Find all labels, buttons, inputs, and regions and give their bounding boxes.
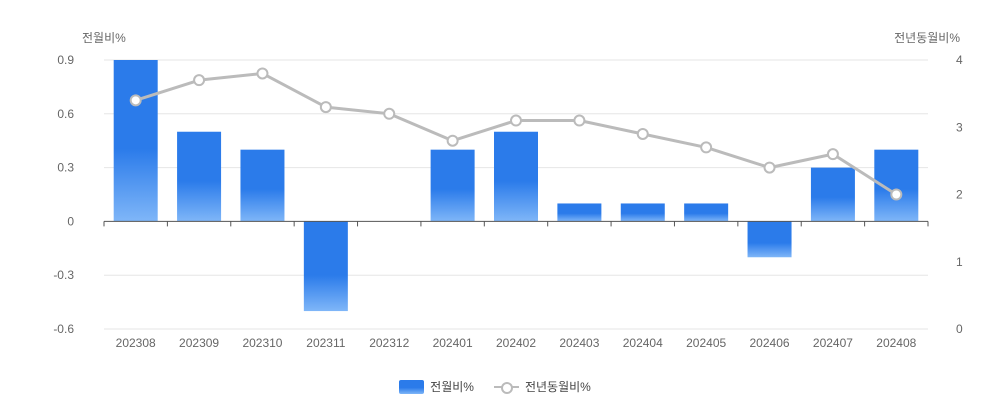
right-tick-label: 1 bbox=[956, 255, 963, 269]
bar-202405[interactable] bbox=[684, 203, 729, 222]
x-category-label: 202405 bbox=[686, 336, 726, 350]
left-tick-label: 0.9 bbox=[57, 53, 74, 67]
x-category-label: 202310 bbox=[242, 336, 282, 350]
line-point-202311[interactable] bbox=[319, 101, 332, 114]
legend-line-swatch bbox=[493, 380, 519, 394]
x-category-label: 202407 bbox=[813, 336, 853, 350]
x-category-label: 202406 bbox=[750, 336, 790, 350]
x-category-label: 202311 bbox=[306, 336, 345, 350]
bar-202401[interactable] bbox=[430, 149, 475, 222]
right-tick-label: 0 bbox=[956, 322, 963, 336]
line-point-202407[interactable] bbox=[826, 148, 839, 161]
x-category-label: 202308 bbox=[116, 336, 156, 350]
bar-202311[interactable] bbox=[303, 221, 348, 312]
right-tick-label: 2 bbox=[956, 188, 963, 202]
left-tick-label: 0 bbox=[67, 214, 74, 228]
bar-202308[interactable] bbox=[113, 60, 158, 222]
legend-bar-swatch bbox=[399, 379, 425, 394]
x-category-label: 202312 bbox=[369, 336, 409, 350]
x-category-label: 202404 bbox=[623, 336, 663, 350]
left-tick-label: -0.3 bbox=[53, 268, 74, 282]
right-tick-label: 4 bbox=[956, 53, 963, 67]
line-point-202403[interactable] bbox=[573, 114, 586, 127]
left-axis-title: 전월비% bbox=[82, 31, 126, 45]
legend-item-line[interactable]: 전년동월비% bbox=[493, 378, 591, 395]
line-point-202404[interactable] bbox=[636, 127, 649, 140]
bar-202406[interactable] bbox=[747, 221, 792, 258]
legend: 전월비% 전년동월비% bbox=[0, 378, 990, 395]
bar-202404[interactable] bbox=[620, 203, 665, 222]
legend-line-label: 전년동월비% bbox=[524, 380, 591, 394]
x-category-label: 202403 bbox=[559, 336, 599, 350]
bar-202309[interactable] bbox=[177, 131, 222, 222]
bar-202402[interactable] bbox=[494, 131, 538, 222]
line-point-202405[interactable] bbox=[700, 141, 713, 154]
line-point-202402[interactable] bbox=[510, 114, 522, 127]
x-category-label: 202408 bbox=[876, 336, 916, 350]
line-point-202401[interactable] bbox=[446, 134, 459, 147]
line-series bbox=[129, 67, 903, 201]
right-tick-label: 3 bbox=[956, 120, 963, 134]
bar-202403[interactable] bbox=[557, 203, 602, 222]
line-point-202408[interactable] bbox=[890, 188, 903, 201]
x-category-label: 202401 bbox=[433, 336, 473, 350]
x-category-label: 202402 bbox=[496, 336, 536, 350]
bar-series bbox=[113, 60, 919, 312]
legend-bar-label: 전월비% bbox=[430, 380, 474, 394]
axes: 0.9 0.6 0.3 0 -0.3 -0.6 4 3 2 1 0 202308 202309 20231… bbox=[53, 53, 963, 350]
left-tick-label: -0.6 bbox=[53, 322, 74, 336]
left-tick-label: 0.6 bbox=[57, 107, 74, 121]
bar-202407[interactable] bbox=[810, 167, 855, 222]
combo-chart: 0.9 0.6 0.3 0 -0.3 -0.6 4 3 2 1 0 202308 202309 20231… bbox=[53, 31, 963, 350]
line-point-202312[interactable] bbox=[383, 107, 396, 120]
line-point-202308[interactable] bbox=[129, 94, 142, 107]
line-point-202406[interactable] bbox=[763, 161, 776, 174]
bar-202310[interactable] bbox=[240, 149, 285, 222]
line-point-202309[interactable] bbox=[193, 74, 206, 87]
x-category-label: 202309 bbox=[179, 336, 219, 350]
right-axis-title: 전년동월비% bbox=[894, 31, 960, 45]
legend-item-bar[interactable]: 전월비% bbox=[399, 378, 474, 395]
left-tick-label: 0.3 bbox=[57, 161, 74, 175]
line-point-202310[interactable] bbox=[256, 67, 269, 80]
